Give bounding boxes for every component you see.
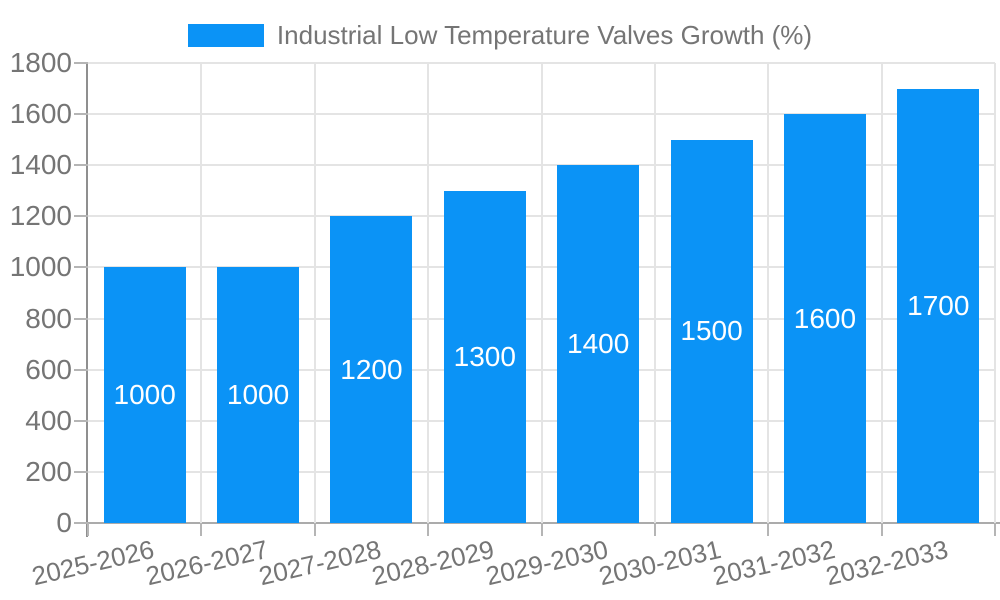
v-gridline: [994, 63, 996, 523]
v-gridline: [767, 63, 770, 523]
x-axis-tick-label: 2027-2028: [256, 534, 384, 592]
bar-value-label: 1200: [340, 353, 403, 385]
y-axis-tick-label: 1400: [9, 149, 72, 181]
x-axis-tick: [313, 523, 316, 536]
v-gridline: [427, 63, 430, 523]
y-axis-tick-label: 600: [25, 353, 72, 385]
v-gridline: [653, 63, 656, 523]
y-axis-tick: [74, 470, 88, 473]
bar[interactable]: 1000: [103, 267, 186, 523]
y-axis-tick-label: 0: [56, 507, 72, 538]
chart-legend: Industrial Low Temperature Valves Growth…: [0, 21, 1000, 50]
x-axis-tick: [994, 523, 996, 536]
y-axis-tick-label: 400: [25, 404, 72, 436]
x-axis-tick-label: 2030-2031: [596, 534, 725, 592]
y-axis-tick-label: 1200: [9, 200, 72, 232]
y-axis-tick: [74, 522, 88, 524]
bar[interactable]: 1200: [330, 216, 413, 523]
x-axis-tick: [880, 523, 883, 536]
x-axis-tick-label: 2032-2033: [822, 534, 951, 592]
y-axis-tick: [74, 368, 88, 371]
y-axis-tick-label: 1000: [9, 251, 72, 283]
bar[interactable]: 1500: [670, 139, 753, 523]
v-gridline: [200, 63, 203, 523]
bar[interactable]: 1300: [443, 190, 526, 523]
bar-value-label: 1600: [793, 302, 857, 334]
v-gridline: [880, 63, 883, 523]
bar-value-label: 1300: [453, 340, 516, 372]
bar[interactable]: 1600: [783, 114, 866, 523]
x-axis-tick: [767, 523, 770, 536]
x-axis-tick: [540, 523, 543, 536]
y-axis-tick-label: 200: [25, 455, 72, 487]
bar[interactable]: 1000: [217, 267, 300, 523]
x-axis-tick-label: 2028-2029: [369, 534, 498, 592]
y-axis-tick: [74, 164, 88, 167]
bar-value-label: 1000: [226, 379, 290, 411]
x-axis-tick: [427, 523, 430, 536]
bar-value-label: 1500: [680, 315, 743, 347]
x-axis-tick-label: 2025-2026: [29, 534, 158, 592]
legend-color-swatch: [187, 23, 264, 47]
bar[interactable]: 1400: [557, 165, 640, 523]
y-axis-tick: [74, 419, 88, 422]
y-axis-tick-label: 1600: [9, 98, 72, 130]
y-axis-tick: [74, 62, 88, 64]
x-axis-tick: [200, 523, 203, 536]
v-gridline: [540, 63, 543, 523]
x-axis-tick-label: 2029-2030: [482, 534, 611, 592]
y-axis-tick-label: 800: [25, 302, 72, 334]
x-axis-tick-label: 2031-2032: [709, 534, 838, 592]
x-axis-tick: [653, 523, 656, 536]
y-axis-tick: [74, 266, 88, 269]
y-axis-line: [86, 63, 88, 537]
bar-value-label: 1000: [113, 379, 176, 411]
x-axis-tick-label: 2026-2027: [142, 534, 271, 592]
legend-label: Industrial Low Temperature Valves Growth…: [276, 20, 813, 50]
bar-value-label: 1400: [567, 328, 630, 360]
x-axis-line: [86, 522, 1000, 524]
y-axis-tick-label: 1800: [9, 47, 72, 78]
y-axis-tick: [74, 317, 88, 320]
bar[interactable]: 1700: [897, 88, 980, 523]
v-gridline: [313, 63, 316, 523]
bar-value-label: 1700: [907, 289, 970, 321]
x-axis-tick: [87, 523, 89, 536]
y-axis-tick: [74, 113, 88, 116]
y-axis-tick: [74, 215, 88, 218]
